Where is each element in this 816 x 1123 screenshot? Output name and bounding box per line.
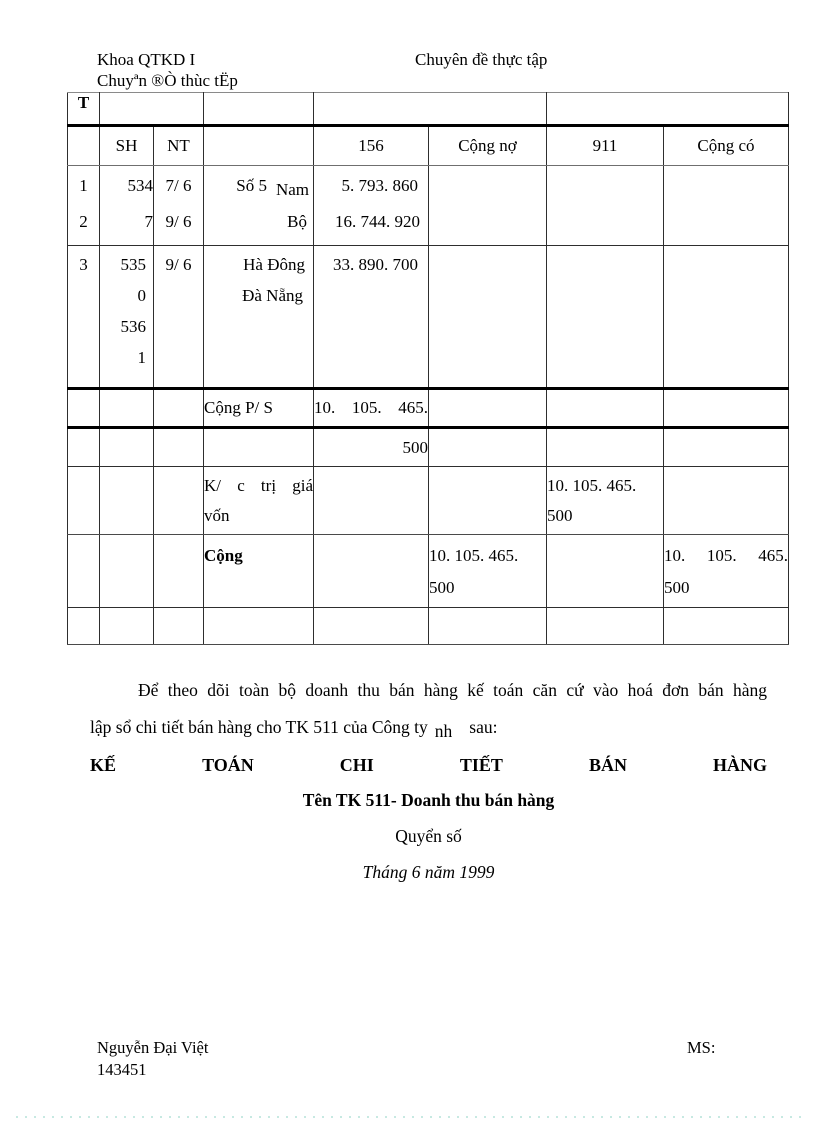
stt-cell: 3 (67, 245, 100, 390)
empty-cell (546, 534, 664, 608)
col-header-156: 156 (313, 125, 429, 166)
table-row: 1 2 534 7 7/ 6 9/ 6 Số 5 Nam Bộ 5. 793. 8… (67, 165, 789, 246)
cong-ps-amount-cell: 10. 105. 465. (313, 388, 429, 429)
empty-cell (153, 607, 204, 645)
empty-row (67, 607, 789, 645)
empty-cell (67, 466, 100, 535)
merged-debit-cell (313, 92, 547, 127)
empty-cell (67, 427, 100, 467)
empty-cell (428, 607, 547, 645)
col-header-cong-no: Cộng nợ (428, 125, 547, 166)
empty-cell (663, 607, 789, 645)
merged-name-cell (203, 92, 314, 127)
table-row: 3 535 0 536 1 9/ 6 Hà Đông Đà Nẵng 33. 8… (67, 245, 789, 390)
paragraph-line-2: lập sổ chi tiết bán hàng cho TK 511 của … (90, 717, 498, 741)
paragraph-line-1: Để theo dõi toàn bộ doanh thu bán hàng k… (138, 680, 767, 700)
nt-cell: 9/ 6 (153, 245, 204, 390)
sh-cell: 535 0 536 1 (99, 245, 154, 390)
cong-ps-amount-wrap-cell: 500 (313, 427, 429, 467)
footer-author-name: Nguyễn Đại Việt (97, 1038, 209, 1057)
empty-cell (203, 427, 314, 467)
empty-cell (99, 388, 154, 429)
header-left-line2: Chuyªn ®Ò thùc tËp (97, 71, 238, 90)
empty-cell (153, 534, 204, 608)
empty-cell (313, 607, 429, 645)
empty-cell (99, 607, 154, 645)
account-subheading: Tên TK 511- Doanh thu bán hàng (302, 790, 555, 810)
empty-cell (99, 466, 154, 535)
cong-amount-no-cell: 10. 105. 465. 500 (428, 534, 547, 608)
empty-cell (313, 534, 429, 608)
sales-ledger-table: T SH NT 156 Cộng nợ 911 Cộng có 1 2 534 … (67, 92, 789, 645)
cong-ps-label-cell: Cộng P/ S (203, 388, 314, 429)
corner-cell: T (67, 92, 100, 127)
col-header-cong-co: Cộng có (663, 125, 789, 166)
empty-cell (67, 388, 100, 429)
empty-cell (99, 427, 154, 467)
header-left-line1: Khoa QTKD I (97, 50, 196, 69)
empty-cell (428, 165, 547, 246)
empty-cell (663, 165, 789, 246)
col-header-name (203, 125, 314, 166)
amount-156-cell: 5. 793. 860 16. 744. 920 (313, 165, 429, 246)
empty-cell (428, 388, 547, 429)
month-line: Tháng 6 năm 1999 (362, 862, 495, 882)
footer-ms-label: MS: (687, 1038, 716, 1057)
col-header-sh: SH (99, 125, 154, 166)
table-header-row: SH NT 156 Cộng nợ 911 Cộng có (67, 125, 789, 166)
footer-author-number: 143451 (97, 1060, 147, 1079)
total-ps-row: Cộng P/ S 10. 105. 465. (67, 388, 789, 429)
cong-amount-co-cell: 10. 105. 465. 500 (663, 534, 789, 608)
name-cell: Hà Đông Đà Nẵng (203, 245, 314, 390)
empty-cell (67, 125, 100, 166)
total-ps-row-continued: 500 (67, 427, 789, 467)
empty-cell (428, 466, 547, 535)
name-cell: Số 5 Nam Bộ (203, 165, 314, 246)
empty-cell (663, 388, 789, 429)
kc-amount-911-cell: 10. 105. 465. 500 (546, 466, 664, 535)
empty-cell (546, 245, 664, 390)
empty-cell (67, 607, 100, 645)
col-header-nt: NT (153, 125, 204, 166)
empty-cell (313, 466, 429, 535)
kc-cost-row: K/ c trị giá vốn 10. 105. 465. 500 (67, 466, 789, 535)
empty-cell (546, 427, 664, 467)
empty-cell (428, 245, 547, 390)
nt-cell: 7/ 6 9/ 6 (153, 165, 204, 246)
empty-cell (546, 607, 664, 645)
empty-cell (428, 427, 547, 467)
page-bottom-divider (16, 1116, 802, 1118)
empty-cell (546, 388, 664, 429)
cong-label-cell: Cộng (203, 534, 314, 608)
header-right: Chuyên đề thực tập (415, 50, 548, 69)
kc-label-cell: K/ c trị giá vốn (203, 466, 314, 535)
main-heading: KẾ TOÁN CHI TIẾT BÁN HÀNG (90, 755, 767, 775)
empty-cell (663, 427, 789, 467)
book-number-line: Quyển số (395, 826, 462, 846)
merged-credit-cell (546, 92, 789, 127)
empty-cell (153, 427, 204, 467)
empty-cell (663, 466, 789, 535)
subscript-nh: nh (434, 721, 453, 741)
grand-total-row: Cộng 10. 105. 465. 500 10. 105. 465. 500 (67, 534, 789, 608)
footer-author-block: Nguyễn Đại Việt 143451 (97, 1037, 208, 1081)
empty-cell (546, 165, 664, 246)
amount-156-cell: 33. 890. 700 (313, 245, 429, 390)
empty-cell (99, 534, 154, 608)
table-row: T (67, 92, 789, 127)
empty-cell (663, 245, 789, 390)
empty-cell (153, 388, 204, 429)
merged-sh-nt-cell (99, 92, 204, 127)
col-header-911: 911 (546, 125, 664, 166)
sh-cell: 534 7 (99, 165, 154, 246)
empty-cell (153, 466, 204, 535)
body-paragraph: Để theo dõi toàn bộ doanh thu bán hàng k… (90, 672, 767, 746)
stt-cell: 1 2 (67, 165, 100, 246)
empty-cell (203, 607, 314, 645)
empty-cell (67, 534, 100, 608)
